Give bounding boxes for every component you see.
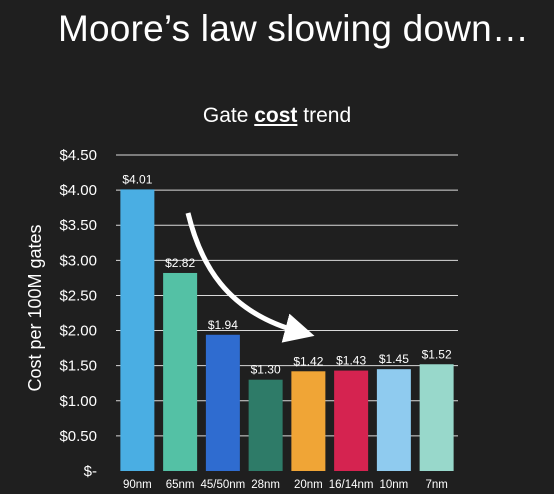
x-tick-label: 16/14nm	[329, 479, 374, 491]
y-axis-label: Cost per 100M gates	[25, 224, 45, 391]
data-label: $1.42	[293, 354, 323, 368]
bar	[419, 364, 454, 471]
y-tick-label: $4.00	[59, 182, 97, 199]
bars	[120, 189, 454, 472]
bar	[334, 370, 369, 471]
chart-title: Gate cost trend	[0, 104, 554, 128]
y-tick-label: $4.50	[59, 147, 97, 164]
y-tick-label: $3.50	[59, 217, 97, 234]
chart-title-part-3: trend	[297, 104, 352, 127]
bar	[205, 334, 240, 471]
x-tick-label: 45/50nm	[200, 479, 245, 491]
data-label: $2.82	[165, 256, 195, 270]
x-tick-label: 20nm	[294, 479, 323, 491]
data-label: $1.52	[422, 347, 452, 361]
bar	[291, 371, 326, 471]
data-label: $4.01	[122, 172, 152, 186]
y-tick-label: $3.00	[59, 252, 97, 269]
x-tick-label: 28nm	[251, 479, 280, 491]
y-axis-ticks: $- $0.50 $1.00 $1.50 $2.00 $2.50 $3.00 $3.50 $4.…	[59, 147, 97, 480]
chart-title-part-1: Gate	[202, 104, 255, 127]
bar	[248, 379, 283, 471]
x-tick-label: 90nm	[123, 479, 152, 491]
x-axis-labels: 90nm 65nm 45/50nm 28nm 20nm 16/14nm 10nm 7nm	[123, 479, 448, 491]
y-tick-label: $-	[84, 463, 97, 480]
data-label: $1.43	[336, 354, 366, 368]
data-label: $1.30	[251, 363, 281, 377]
y-tick-label: $0.50	[59, 428, 97, 445]
trend-arrow	[185, 212, 315, 343]
x-tick-label: 65nm	[166, 479, 195, 491]
value-labels: $4.01 $2.82 $1.94 $1.30 $1.42 $1.43 $1.45 $1.52	[122, 172, 452, 376]
x-tick-label: 10nm	[379, 479, 408, 491]
slide-title: Moore’s law slowing down…	[58, 8, 530, 49]
data-label: $1.45	[379, 352, 409, 366]
bar	[163, 272, 198, 471]
data-label: $1.94	[208, 318, 238, 332]
y-tick-label: $2.50	[59, 287, 97, 304]
y-tick-label: $1.50	[59, 358, 97, 375]
chart-title-emphasis: cost	[254, 104, 298, 127]
bar	[376, 369, 411, 471]
x-tick-label: 7nm	[425, 479, 447, 491]
y-tick-label: $2.00	[59, 323, 97, 340]
bar	[120, 189, 155, 472]
y-tick-label: $1.00	[59, 393, 97, 410]
